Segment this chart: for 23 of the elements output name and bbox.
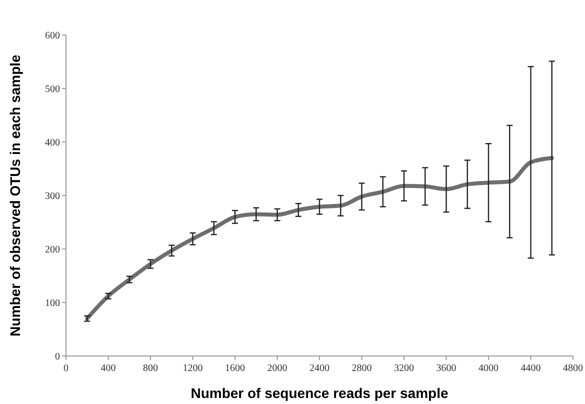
y-tick-label: 400 (45, 138, 60, 148)
x-axis-title: Number of sequence reads per sample (190, 385, 448, 401)
x-tick-label: 4800 (563, 363, 583, 374)
y-tick-label: 600 (45, 30, 60, 42)
y-tick-label: 0 (55, 352, 60, 362)
x-tick-label: 4000 (478, 363, 498, 374)
y-tick-label: 200 (45, 244, 60, 256)
x-tick-label: 0 (64, 363, 68, 374)
x-tick-label: 3600 (436, 363, 456, 374)
x-tick-label: 2000 (267, 363, 288, 374)
x-tick-label: 1600 (225, 363, 245, 374)
x-tick-label: 2800 (352, 363, 372, 374)
y-axis-title: Number of observed OTUs in each sample (7, 54, 23, 336)
x-tick-label: 2400 (310, 363, 330, 374)
x-tick-label: 400 (100, 363, 116, 374)
x-tick-label: 800 (143, 363, 158, 374)
y-tick-label: 500 (45, 84, 60, 95)
line-series (85, 156, 554, 321)
y-tick-label: 100 (45, 298, 60, 309)
x-tick-label: 3200 (394, 363, 414, 374)
y-tick-label: 300 (45, 191, 60, 202)
x-tick-label: 4400 (520, 363, 541, 374)
x-tick-label: 1200 (182, 363, 203, 374)
